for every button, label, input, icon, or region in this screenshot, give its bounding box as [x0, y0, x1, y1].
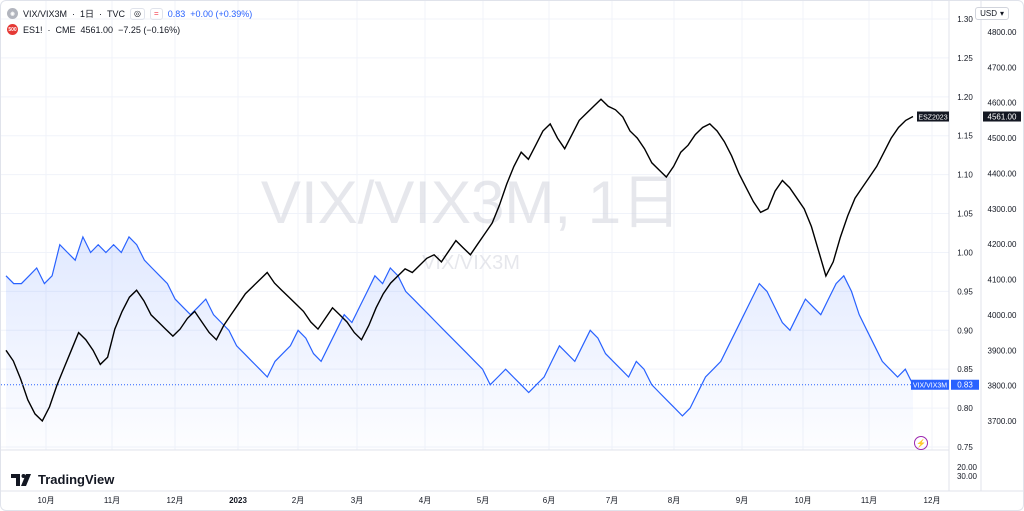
y-left-tick: 0.75	[957, 443, 973, 452]
y-right-tick: 3700.00	[988, 417, 1017, 426]
symbol-icon: ◉	[7, 8, 18, 19]
y-left-tick: 1.30	[957, 15, 973, 24]
currency-dropdown[interactable]: USD ▾	[975, 7, 1009, 20]
y-extra-tick: 20.00	[957, 463, 978, 472]
currency-label: USD	[980, 9, 997, 18]
tradingview-logo-icon	[11, 473, 31, 486]
compare-series-legend[interactable]: 500 ES1! · CME 4561.00 −7.25 (−0.16%)	[7, 24, 180, 35]
main-series-legend[interactable]: ◉ VIX/VIX3M · 1日 · TVC ◎ = 0.83 +0.00 (+…	[7, 7, 252, 20]
last-value-tag-bg	[951, 379, 979, 390]
y-right-tick: 3900.00	[988, 346, 1017, 355]
x-tick: 2月	[292, 496, 304, 505]
y-left-tick: 1.00	[957, 248, 973, 257]
symbol-name[interactable]: VIX/VIX3M	[23, 8, 68, 19]
y-right-tick: 4200.00	[988, 240, 1017, 249]
series-tag-bg	[911, 379, 949, 390]
y-right-tick: 4600.00	[988, 99, 1017, 108]
x-tick: 8月	[668, 496, 680, 505]
x-tick: 7月	[606, 496, 618, 505]
es-value-tag: 4561.00	[988, 113, 1017, 122]
y-right-tick: 4100.00	[988, 276, 1017, 285]
last-value: 0.83	[167, 8, 186, 19]
separator: ·	[72, 8, 76, 19]
eye-toggle-button[interactable]: ◎	[130, 7, 146, 20]
y-right-tick: 4700.00	[988, 63, 1017, 72]
logo-text: TradingView	[38, 472, 115, 487]
y-right-tick: 4300.00	[988, 205, 1017, 214]
watermark: VIX/VIX3M, 1日	[261, 169, 681, 236]
y-left-tick: 0.85	[957, 365, 973, 374]
x-tick: 11月	[104, 496, 120, 505]
es-icon: 500	[7, 24, 18, 35]
compare-exchange: CME	[55, 24, 76, 35]
x-tick: 12月	[167, 496, 184, 505]
y-extra-tick: 30.00	[957, 472, 978, 481]
y-axis-right: 4800.00 4700.00 4600.00 4500.00 4400.00 4300.…	[957, 28, 1017, 481]
es-futures-line[interactable]	[5, 98, 914, 423]
x-tick: 4月	[419, 496, 431, 505]
y-left-tick: 1.10	[957, 171, 973, 180]
y-right-tick: 3800.00	[988, 382, 1017, 391]
y-right-tick: 4400.00	[988, 169, 1017, 178]
exchange: TVC	[107, 8, 126, 19]
interval[interactable]: 1日	[80, 9, 95, 19]
y-left-tick: 1.05	[957, 210, 973, 219]
x-tick: 11月	[861, 496, 877, 505]
y-left-tick: 1.20	[957, 93, 973, 102]
y-axis-left: 1.30 1.25 1.20 1.15 1.10 1.05 1.00 0.95 0.90 0.85…	[957, 15, 973, 452]
y-left-tick: 0.80	[957, 404, 973, 413]
x-tick: 3月	[351, 496, 363, 505]
y-left-tick: 0.90	[957, 326, 973, 335]
y-right-tick: 4500.00	[988, 134, 1017, 143]
separator: ·	[47, 24, 51, 35]
vix-ratio-line[interactable]	[5, 235, 914, 417]
compare-value: 4561.00	[80, 24, 114, 35]
es-value-tag-bg	[983, 111, 1021, 122]
tradingview-logo[interactable]: TradingView	[11, 472, 114, 487]
y-left-tick: 0.95	[957, 287, 973, 296]
es-tag-bg	[917, 111, 949, 122]
x-tick: 10月	[795, 496, 812, 505]
x-tick: 2023	[229, 496, 247, 505]
compare-symbol[interactable]: ES1!	[23, 24, 43, 35]
watermark-sub: VIX/VIX3M	[422, 252, 520, 274]
compare-change: −7.25 (−0.16%)	[118, 24, 181, 35]
y-right-tick: 4800.00	[988, 28, 1017, 37]
change-value: +0.00 (+0.39%)	[190, 8, 253, 19]
x-tick: 6月	[543, 496, 555, 505]
lightning-icon[interactable]: ⚡	[914, 436, 928, 450]
separator: ·	[99, 8, 103, 19]
equals-button[interactable]: =	[150, 7, 163, 20]
last-value-tag: 0.83	[957, 381, 973, 390]
x-tick: 12月	[924, 496, 941, 505]
y-left-tick: 1.15	[957, 132, 973, 141]
x-tick: 9月	[736, 496, 748, 505]
x-tick: 5月	[477, 496, 489, 505]
x-tick: 10月	[38, 496, 55, 505]
chevron-down-icon: ▾	[999, 9, 1004, 18]
y-left-tick: 1.25	[957, 54, 973, 63]
vix-ratio-area	[6, 236, 913, 450]
series-name-tag: VIX/VIX3M	[913, 383, 947, 390]
x-axis: 10月 11月 12月 2023 2月 3月 4月 5月 6月 7月 8月 9月 10月 11月 12月	[38, 496, 941, 505]
es-contract-tag: ESZ2023	[918, 115, 947, 122]
y-right-tick: 4000.00	[988, 311, 1017, 320]
price-tags: VIX/VIX3M 0.83 ESZ2023 4561.00	[911, 111, 1021, 390]
